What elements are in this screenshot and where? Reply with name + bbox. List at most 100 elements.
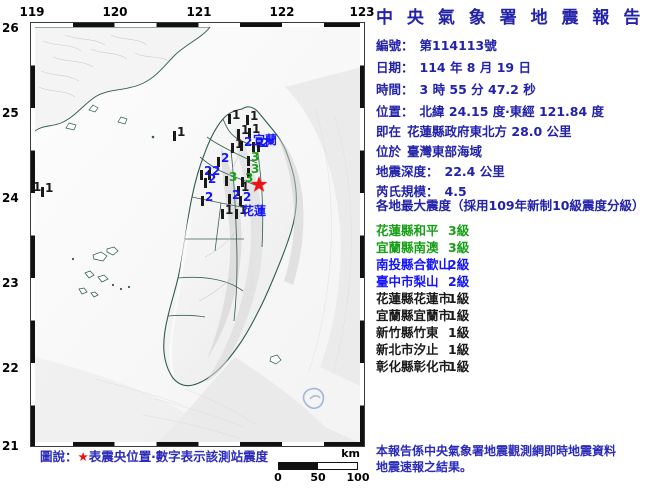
footnote-line-1: 本報告係中央氣象署地震觀測網即時地震資料 bbox=[376, 444, 617, 458]
info-row-3: 位置： 北緯 24.15 度‧東經 121.84 度 bbox=[376, 104, 605, 119]
frame-band-left bbox=[31, 23, 35, 446]
intensity-row: 新北市汐止 1級 bbox=[376, 341, 616, 358]
intensity-level: 1級 bbox=[448, 308, 470, 323]
intensity-row: 宜蘭縣宜蘭市 1級 bbox=[376, 307, 616, 324]
y-tick-21: 21 bbox=[2, 439, 19, 453]
info-label: 位置： bbox=[376, 104, 414, 119]
station-intensity-value: 2 bbox=[243, 190, 252, 204]
intensity-row: 南投縣合歡山 2級 bbox=[376, 256, 616, 273]
station-intensity-value: 1 bbox=[35, 181, 41, 193]
station-pin-icon bbox=[231, 143, 234, 153]
intensity-level: 1級 bbox=[448, 359, 470, 374]
station-intensity-value: 1 bbox=[239, 203, 248, 217]
legend-star-icon: ★ bbox=[77, 449, 89, 464]
station-pin-icon bbox=[200, 170, 203, 180]
station-intensity-value: 3 bbox=[251, 162, 260, 176]
terrain-layer bbox=[35, 27, 360, 442]
station-pin-icon bbox=[237, 186, 240, 196]
station-pin-icon bbox=[204, 178, 207, 188]
info-value: 114 年 8 月 19 日 bbox=[419, 60, 531, 75]
station-intensity-value: 1 bbox=[252, 122, 261, 136]
scale-tick-100: 100 bbox=[346, 471, 370, 484]
intensity-level: 2級 bbox=[448, 274, 470, 289]
station-intensity-value: 2 bbox=[205, 190, 214, 204]
footnote-line-2: 地震速報之結果。 bbox=[376, 460, 473, 474]
y-tick-26: 26 bbox=[2, 21, 19, 35]
info-value: 3 時 55 分 47.2 秒 bbox=[419, 82, 536, 97]
intensity-row: 宜蘭縣南澳 3級 bbox=[376, 239, 616, 256]
map-panel: 119 120 121 122 123 26 25 24 23 22 21 bbox=[2, 5, 375, 484]
station-pin-icon bbox=[247, 168, 250, 178]
y-tick-24: 24 bbox=[2, 191, 19, 205]
x-tick-122: 122 bbox=[269, 5, 295, 19]
report-panel: 中 央 氣 象 署 地 震 報 告 編號： 第114113號 日期： 114 年 8 … bbox=[372, 0, 656, 492]
intensity-place: 新北市汐止 bbox=[376, 342, 439, 357]
station-pin-icon bbox=[173, 131, 176, 141]
station-pin-icon bbox=[257, 142, 260, 152]
intensity-level: 3級 bbox=[448, 240, 470, 255]
station-intensity-value: 2 bbox=[261, 136, 270, 150]
intensity-level: 1級 bbox=[448, 342, 470, 357]
info-row-4: 即在 花蓮縣政府東北方 28.0 公里 bbox=[376, 124, 572, 139]
info-label: 時間： bbox=[376, 82, 414, 97]
station-intensity-value: 2 bbox=[256, 136, 265, 150]
legend-description: 表震央位置‧數字表示該測站震度 bbox=[88, 449, 269, 464]
station-pin-icon bbox=[208, 170, 211, 180]
frame-band-top bbox=[31, 23, 364, 27]
station-pin-icon bbox=[228, 194, 231, 204]
info-label: 編號： bbox=[376, 38, 414, 53]
info-label: 日期： bbox=[376, 60, 414, 75]
x-tick-120: 120 bbox=[102, 5, 128, 19]
station-intensity-value: 2 bbox=[232, 188, 241, 202]
info-row-7: 芮氏規模： 4.5 bbox=[376, 184, 467, 199]
station-intensity-value: 1 bbox=[225, 203, 234, 217]
station-intensity-value: 2 bbox=[208, 172, 217, 186]
x-tick-119: 119 bbox=[19, 5, 45, 19]
station-intensity-value: 1 bbox=[235, 138, 243, 150]
intensity-place: 南投縣合歡山 bbox=[376, 257, 452, 272]
watermark-logo bbox=[302, 387, 325, 410]
info-value: 4.5 bbox=[444, 184, 467, 199]
city-label-花蓮: 花蓮 bbox=[242, 204, 267, 218]
x-tick-123: 123 bbox=[349, 5, 375, 19]
intensity-place: 臺中市梨山 bbox=[376, 274, 439, 289]
station-pin-icon bbox=[240, 141, 243, 151]
intensity-table: 花蓮縣和平 3級 宜蘭縣南澳 3級 南投縣合歡山 2級 臺中市梨山 2級 花蓮縣花蓮市 1級 宜蘭縣… bbox=[376, 222, 616, 375]
y-tick-23: 23 bbox=[2, 276, 19, 290]
intensity-place: 新竹縣竹東 bbox=[376, 325, 439, 340]
station-pin-icon bbox=[239, 196, 242, 206]
intensity-level: 1級 bbox=[448, 291, 470, 306]
info-label: 地震深度： bbox=[376, 164, 439, 179]
station-pin-icon bbox=[201, 196, 204, 206]
info-row-2: 時間： 3 時 55 分 47.2 秒 bbox=[376, 82, 536, 97]
info-value: 花蓮縣政府東北方 28.0 公里 bbox=[407, 124, 572, 139]
info-row-1: 日期： 114 年 8 月 19 日 bbox=[376, 60, 531, 75]
scale-bar-fill bbox=[279, 463, 318, 469]
station-intensity-value: 1 bbox=[241, 123, 250, 137]
intensity-level: 3級 bbox=[448, 223, 470, 238]
y-tick-22: 22 bbox=[2, 361, 19, 375]
map-legend: 圖說：★表震央位置‧數字表示該測站震度 bbox=[40, 449, 269, 464]
epicenter-star-icon: ★ bbox=[249, 172, 269, 197]
station-pin-icon bbox=[221, 209, 224, 219]
station-intensity-value: 1 bbox=[241, 180, 250, 194]
intensity-level: 2級 bbox=[448, 257, 470, 272]
station-intensity-value: 1 bbox=[232, 108, 241, 122]
station-intensity-value: 3 bbox=[245, 171, 254, 185]
station-pin-icon bbox=[237, 129, 240, 139]
info-value: 臺灣東部海域 bbox=[407, 144, 483, 159]
intensity-heading: 各地最大震度（採用109年新制10級震度分級） bbox=[376, 198, 645, 213]
info-row-6: 地震深度： 22.4 公里 bbox=[376, 164, 505, 179]
intensity-row: 花蓮縣和平 3級 bbox=[376, 222, 616, 239]
intensity-place: 彰化縣彰化市 bbox=[376, 359, 452, 374]
station-pin-icon bbox=[247, 156, 250, 166]
info-value: 北緯 24.15 度‧東經 121.84 度 bbox=[419, 104, 605, 119]
station-intensity-value: 3 bbox=[251, 150, 260, 164]
info-value: 22.4 公里 bbox=[444, 164, 505, 179]
intensity-row: 新竹縣竹東 1級 bbox=[376, 324, 616, 341]
intensity-place: 花蓮縣花蓮市 bbox=[376, 291, 452, 306]
station-pin-icon bbox=[246, 115, 249, 125]
scale-tick-50: 50 bbox=[310, 471, 326, 484]
info-value: 第114113號 bbox=[419, 38, 497, 53]
